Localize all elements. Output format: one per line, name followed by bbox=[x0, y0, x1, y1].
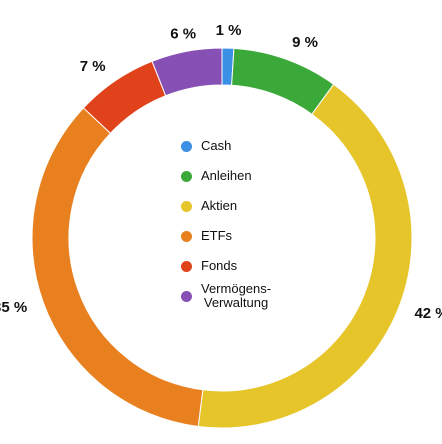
data-label: 35 % bbox=[0, 299, 27, 316]
legend-item: Anleihen bbox=[181, 161, 271, 191]
data-label: 1 % bbox=[216, 22, 242, 39]
data-label: 7 % bbox=[80, 58, 106, 75]
legend-item: Aktien bbox=[181, 191, 271, 221]
data-label: 42 % bbox=[414, 305, 442, 322]
legend-label: Aktien bbox=[201, 198, 238, 213]
legend-label: Fonds bbox=[201, 258, 238, 273]
legend-item: Vermögens- Verwaltung bbox=[181, 281, 271, 311]
legend-label: Cash bbox=[201, 138, 232, 153]
legend-swatch bbox=[181, 260, 192, 272]
legend-item: ETFs bbox=[181, 221, 271, 251]
data-label: 9 % bbox=[292, 34, 318, 51]
legend: Cash Anleihen Aktien ETFs Fonds Vermögens- Ve… bbox=[181, 131, 271, 311]
donut-segment bbox=[151, 47, 223, 97]
donut-segment bbox=[197, 83, 413, 429]
donut-segment bbox=[31, 107, 204, 428]
legend-swatch bbox=[181, 170, 192, 182]
legend-label: Anleihen bbox=[201, 168, 252, 183]
legend-swatch bbox=[181, 290, 192, 302]
legend-swatch bbox=[181, 230, 192, 242]
legend-swatch bbox=[181, 200, 192, 212]
legend-label: Vermögens- Verwaltung bbox=[201, 281, 272, 310]
legend-item: Fonds bbox=[181, 251, 271, 281]
legend-label: ETFs bbox=[201, 228, 233, 243]
data-label: 6 % bbox=[170, 26, 196, 43]
donut-segment bbox=[231, 47, 335, 115]
legend-swatch bbox=[181, 140, 192, 152]
legend-item: Cash bbox=[181, 131, 271, 161]
